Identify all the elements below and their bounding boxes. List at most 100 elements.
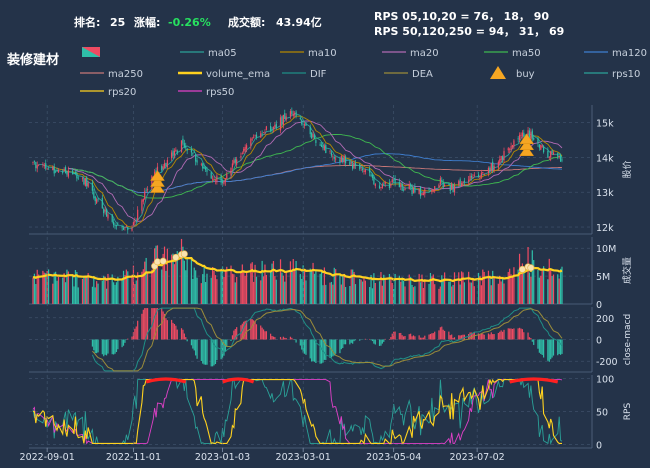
volume-bar [301,279,302,304]
candle-body [42,164,43,165]
candle-body [385,182,386,184]
candle-body [52,167,53,170]
macd-histogram-bar [116,340,117,352]
candle-body [481,173,482,177]
macd-histogram-bar [494,334,495,339]
volume-bar [440,287,441,304]
candle-body [424,189,425,194]
volume-bar [424,279,425,304]
volume-bar [359,279,360,304]
candle-body [420,187,421,196]
candle-body [225,178,226,182]
volume-bar [290,261,291,304]
macd-histogram-bar [498,333,499,340]
candle-body [211,172,212,178]
volume-bar [260,280,261,304]
candle-body [404,188,405,190]
volume-bar [194,268,195,304]
volume-bar [276,280,277,304]
x-tick-label: 2023-01-03 [195,452,250,463]
macd-histogram-bar [513,328,514,339]
macd-histogram-bar [201,340,202,361]
candle-body [235,159,236,163]
volume-bar [513,267,514,304]
volume-bar [280,259,281,304]
candle-body [174,151,175,155]
macd-histogram-bar [383,340,384,342]
volume-bar [341,285,342,304]
volume-bar [472,279,473,304]
macd-histogram-bar [230,340,231,342]
candle-body [499,159,500,163]
candle-body [164,163,165,168]
macd-histogram-bar [332,340,333,357]
volume-bar [469,282,470,304]
volume-bar [154,248,155,304]
candle-body [55,171,56,172]
candle-body [270,126,271,131]
volume-bar [54,273,55,304]
candle-body [96,199,97,203]
volume-bar [85,276,86,304]
volume-bar [482,270,483,304]
macd-ylabel: close-macd [623,314,633,365]
candle-body [107,214,108,218]
macd-histogram-bar [157,308,158,339]
candle-body [250,139,251,146]
macd-histogram-bar [400,333,401,340]
legend-ma120-label: ma120 [612,48,647,59]
volume-bar [520,275,521,304]
candle-body [464,181,465,182]
candle-body [47,169,48,170]
candle-body [392,179,393,182]
candle-body [411,186,412,195]
candle-body [503,151,504,160]
macd-histogram-bar [280,337,281,340]
volume-bar [305,280,306,304]
macd-histogram-bar [370,340,371,341]
volume-bar [123,271,124,304]
macd-histogram-bar [372,340,373,342]
volume-bar [147,273,148,304]
candle-body [320,144,321,145]
volume-bar [339,275,340,304]
macd-histogram-bar [351,340,352,343]
candle-body [321,145,322,147]
volume-bar [38,274,39,304]
candle-body [284,113,285,119]
candle-body [428,189,429,190]
candle-body [501,156,502,160]
candle-body [553,153,554,155]
macd-histogram-bar [382,340,383,344]
candle-body [324,146,325,151]
macd-histogram-bar [390,337,391,339]
volume-bar [443,279,444,304]
candle-body [311,133,312,138]
macd-histogram-bar [419,335,420,339]
volume-bar [151,270,152,304]
macd-histogram-bar [284,338,285,340]
macd-histogram-bar [174,324,175,340]
candle-body [383,184,384,185]
volume-bar [462,272,463,304]
candle-body [73,173,74,174]
volume-bar [390,277,391,304]
volume-bar [243,271,244,304]
volume-bar [489,276,490,304]
candle-body [163,167,164,170]
volume-tick-label: 0 [596,300,602,311]
macd-histogram-bar [440,327,441,339]
volume-bar [253,282,254,304]
candle-body [122,226,123,227]
candle-body [116,225,117,226]
volume-bar [403,281,404,304]
candle-body [86,177,87,186]
macd-histogram-bar [192,340,193,349]
candle-body [361,167,362,168]
candle-body [419,189,420,194]
volume-bar [549,259,550,304]
macd-histogram-bar [399,333,400,339]
macd-histogram-bar [404,336,405,339]
candle-body [112,214,113,221]
candle-body [113,222,114,225]
